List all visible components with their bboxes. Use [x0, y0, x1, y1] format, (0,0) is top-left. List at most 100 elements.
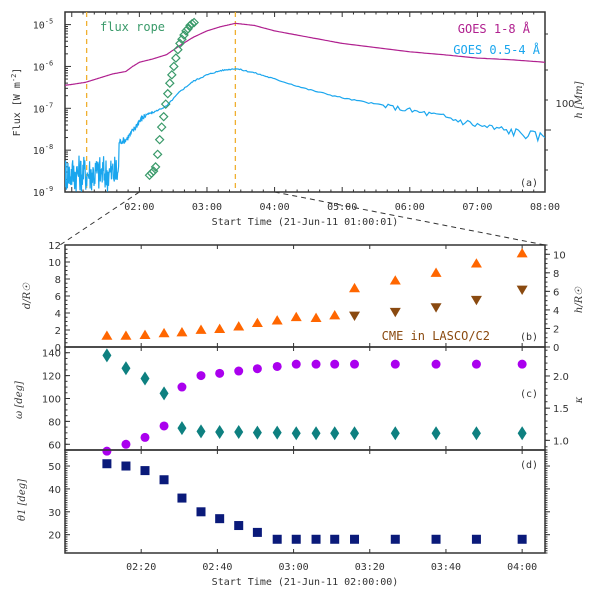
d-marker: [470, 258, 482, 268]
flux-rope-marker: [171, 53, 181, 63]
theta-marker: [390, 534, 400, 544]
panel-label-b: (b): [520, 332, 538, 343]
d-marker: [101, 330, 113, 340]
theta-marker: [234, 521, 244, 531]
d-marker: [430, 267, 442, 277]
omega-marker: [291, 359, 301, 369]
y-tick-exponent: -8: [45, 143, 53, 151]
y-tick-label: 10-5: [33, 18, 53, 32]
y-tick-label: 10-7: [33, 101, 53, 115]
d-marker: [310, 312, 322, 322]
x-tick-label: 02:00: [124, 202, 154, 213]
d-marker: [214, 323, 226, 333]
panel-b-y-tick-label: 10: [48, 258, 61, 269]
flux-rope-marker: [168, 61, 179, 72]
goes-0.5-4-line: [65, 68, 545, 192]
panel-b-y-tick-label: 4: [55, 309, 61, 320]
panel-b-y-tick-label: 12: [48, 241, 61, 252]
theta-marker: [350, 534, 360, 544]
h-marker: [349, 311, 361, 321]
panel-c-y-tick-label: 60: [48, 440, 61, 451]
flux-rope-marker: [152, 149, 163, 160]
omega-marker: [272, 361, 282, 371]
panel-c-y-tick-label: 80: [48, 417, 61, 428]
theta-marker: [177, 493, 187, 503]
theta-marker: [159, 475, 169, 485]
x-tick-label: 05:00: [327, 202, 357, 213]
panel-b-right-tick-label: 8: [553, 269, 559, 280]
y-tick-label: 10-6: [33, 59, 53, 73]
x-tick-label: 07:00: [462, 202, 492, 213]
legend-goes-1-8: GOES 1-8 Å: [458, 21, 531, 36]
omega-marker: [330, 359, 340, 369]
theta-marker: [140, 466, 150, 476]
panel-c-right-tick-label: 2.0: [553, 372, 569, 383]
legend-goes-0.5-4: GOES 0.5-4 Å: [453, 42, 540, 57]
omega-marker: [390, 359, 400, 369]
d-marker: [329, 310, 341, 320]
h-marker: [389, 307, 401, 318]
panel-b-right-tick-label: 0: [553, 343, 559, 354]
kappa-marker: [350, 426, 360, 441]
flux-rope-marker: [162, 88, 173, 99]
theta-marker: [121, 461, 131, 471]
omega-marker: [234, 366, 244, 376]
y-tick-exponent: -9: [45, 185, 53, 193]
kappa-marker: [471, 426, 481, 441]
omega-marker: [215, 368, 225, 378]
zoom-connector-lines: [59, 191, 546, 246]
d-marker: [158, 327, 170, 338]
x-axis-title: Start Time (21-Jun-11 02:00:00): [212, 577, 399, 588]
kappa-marker: [311, 426, 321, 441]
kappa-marker: [102, 348, 112, 363]
kappa-marker: [390, 426, 400, 441]
kappa-marker: [177, 421, 187, 436]
d-marker: [349, 282, 361, 293]
kappa-marker: [517, 426, 527, 441]
y-tick-exponent: -7: [45, 101, 53, 109]
flux-rope-marker: [183, 23, 193, 34]
flux-rope-marker: [158, 111, 169, 122]
panel-d-y-axis-title: θ1 [deg]: [17, 479, 28, 521]
kappa-marker: [234, 424, 244, 439]
panel-c-right-axis-title: κ: [574, 396, 585, 404]
kappa-marker: [159, 386, 169, 401]
flux-rope-marker: [185, 20, 195, 31]
y-tick-label: 10-8: [33, 143, 53, 157]
d-marker: [195, 324, 207, 334]
theta-marker: [102, 459, 112, 469]
panel-b-y-tick-label: 2: [55, 326, 61, 337]
panel-b-y-tick-label: 8: [55, 275, 61, 286]
panel-b-y-tick-label: 6: [55, 292, 61, 303]
theta-marker: [330, 534, 340, 544]
theta-marker: [431, 534, 441, 544]
panel-d-frame: [64, 449, 546, 554]
flux-rope-marker: [166, 69, 177, 80]
panel-c-y-tick-label: 120: [42, 372, 61, 383]
x-axis-title: Start Time (21-Jun-11 01:00:01): [212, 217, 399, 228]
panel-c-angles: 60 80 100 120 140 1.0 1.5 2.0 ω [deg] κ (c): [14, 346, 585, 456]
x-tick-label: 02:20: [126, 562, 156, 573]
theta-marker: [252, 527, 262, 537]
panel-c-right-tick-label: 1.0: [553, 436, 569, 447]
omega-marker: [311, 359, 321, 369]
panel-d-y-tick-label: 20: [48, 531, 61, 542]
y-tick-exponent: -6: [45, 59, 53, 67]
kappa-marker: [140, 371, 150, 386]
flux-rope-marker: [146, 168, 157, 179]
d-marker: [120, 330, 132, 340]
flux-rope-marker: [189, 17, 199, 28]
kappa-marker: [431, 426, 441, 441]
panel-b-right-axis-title: h/R☉: [574, 286, 585, 313]
x-tick-label: 03:00: [279, 562, 309, 573]
x-tick-label: 04:00: [507, 562, 537, 573]
d-marker: [290, 311, 302, 322]
panel-a-goes-flux: 02:00 03:00 04:00 05:00 06:00 07:00 08:00 Start…: [10, 11, 585, 228]
panel-label-c: (c): [520, 389, 538, 400]
panel-b-right-tick-label: 4: [553, 306, 559, 317]
theta-marker: [215, 514, 225, 524]
theta-marker: [272, 534, 282, 544]
flux-rope-marker: [173, 44, 183, 55]
omega-marker: [350, 359, 360, 369]
flux-rope-marker: [150, 162, 161, 172]
